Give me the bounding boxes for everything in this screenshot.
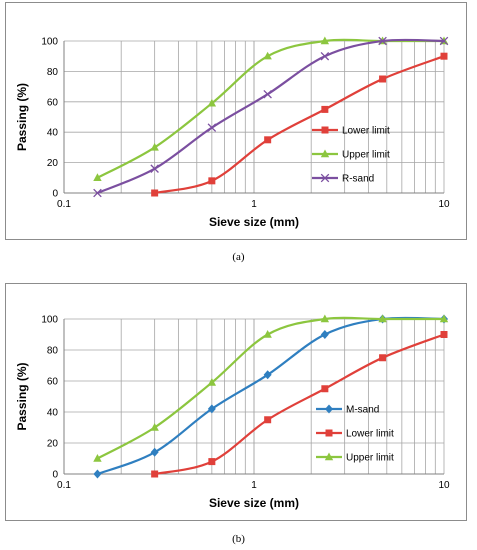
data-point: [379, 75, 387, 83]
data-point: [150, 423, 159, 431]
y-tick-label: 20: [47, 158, 59, 169]
data-point: [150, 447, 159, 457]
series-lower-limit: [151, 331, 448, 478]
data-point: [440, 52, 448, 60]
data-point: [93, 188, 102, 198]
chart-b-svg: 0 20 40 60 80 100 0.1 1 10 Sieve size (mm) Passing…: [15, 314, 450, 510]
y-tick-label: 100: [41, 315, 58, 326]
chart-panel-b: 0 20 40 60 80 100 0.1 1 10 Sieve size (mm) Passing…: [5, 283, 467, 521]
y-tick-label: 80: [47, 67, 59, 78]
data-point: [207, 404, 216, 414]
data-point: [207, 123, 217, 132]
legend-label: Lower limit: [346, 429, 394, 440]
legend: M-sand Lower limit Upper limit: [316, 404, 394, 464]
legend-marker: [325, 429, 333, 437]
x-tick-label: 0.1: [57, 480, 71, 491]
data-point: [439, 314, 449, 323]
data-point: [263, 330, 272, 338]
caption-a: (a): [232, 251, 245, 263]
data-point: [378, 36, 387, 46]
series-m-sand: [93, 314, 448, 479]
series-line: [154, 333, 445, 476]
data-point: [263, 370, 272, 380]
x-tick-label: 10: [438, 480, 450, 491]
y-tick-label: 60: [47, 97, 59, 108]
grid: [63, 40, 445, 194]
series-line: [96, 38, 444, 179]
data-point: [93, 173, 102, 181]
legend-marker: [321, 126, 329, 134]
data-point: [150, 164, 159, 173]
legend-label: Upper limit: [346, 453, 394, 464]
y-tick-label: 40: [47, 408, 59, 419]
data-point: [378, 314, 387, 323]
legend-label: Upper limit: [342, 150, 390, 161]
grid: [63, 318, 445, 475]
chart-a-svg: 0 20 40 60 80 100 0.1 1 10 Sieve size (mm) Passing…: [15, 36, 450, 229]
series-upper-limit: [93, 314, 449, 462]
data-point: [208, 177, 216, 185]
data-point: [439, 36, 449, 46]
legend-label: Lower limit: [342, 126, 390, 137]
data-point: [151, 189, 159, 197]
data-point: [207, 378, 217, 386]
legend-label: M-sand: [346, 405, 379, 416]
data-point: [263, 51, 272, 60]
x-axis-title: Sieve size (mm): [209, 496, 299, 510]
y-axis-title: Passing (%): [15, 83, 29, 151]
x-tick-label: 10: [438, 199, 450, 210]
y-tick-label: 60: [47, 377, 59, 388]
data-point: [320, 330, 329, 339]
x-tick-label: 1: [251, 199, 257, 210]
data-point: [321, 385, 329, 393]
data-point: [320, 314, 330, 323]
y-axis-title: Passing (%): [15, 362, 29, 430]
y-tick-label: 20: [47, 439, 59, 450]
series-line: [97, 38, 445, 195]
data-point: [320, 36, 330, 45]
y-tick-label: 40: [47, 128, 59, 139]
legend-marker: [320, 173, 330, 183]
series-line: [97, 316, 445, 476]
series-r-sand: [93, 36, 449, 198]
data-point: [440, 331, 448, 338]
y-tick-label: 0: [52, 189, 58, 200]
legend-marker: [320, 149, 330, 158]
y-tick-label: 0: [52, 470, 58, 481]
series-line: [154, 55, 445, 195]
data-point: [93, 469, 102, 479]
y-tick-label: 100: [41, 37, 58, 48]
y-tick-label: 80: [47, 346, 59, 357]
data-point: [93, 454, 102, 462]
data-point: [208, 458, 216, 466]
data-point: [264, 136, 272, 144]
data-point: [150, 142, 159, 151]
legend: Lower limit Upper limit R-sand: [312, 126, 390, 185]
series-upper-limit: [93, 36, 449, 181]
chart-panel-a: 0 20 40 60 80 100 0.1 1 10 Sieve size (mm) Passing…: [5, 2, 467, 240]
x-axis-title: Sieve size (mm): [209, 215, 299, 229]
data-point: [379, 354, 387, 362]
data-point: [151, 470, 159, 478]
series-lower-limit: [151, 52, 448, 197]
legend-label: R-sand: [342, 174, 374, 185]
caption-b: (b): [232, 533, 245, 545]
data-point: [321, 105, 329, 113]
data-point: [320, 51, 330, 61]
data-point: [207, 98, 217, 107]
x-tick-label: 0.1: [57, 199, 71, 210]
x-tick-label: 1: [251, 480, 257, 491]
data-point: [264, 416, 272, 424]
legend-marker: [324, 452, 334, 461]
legend-marker: [325, 404, 333, 414]
data-point: [263, 89, 272, 99]
